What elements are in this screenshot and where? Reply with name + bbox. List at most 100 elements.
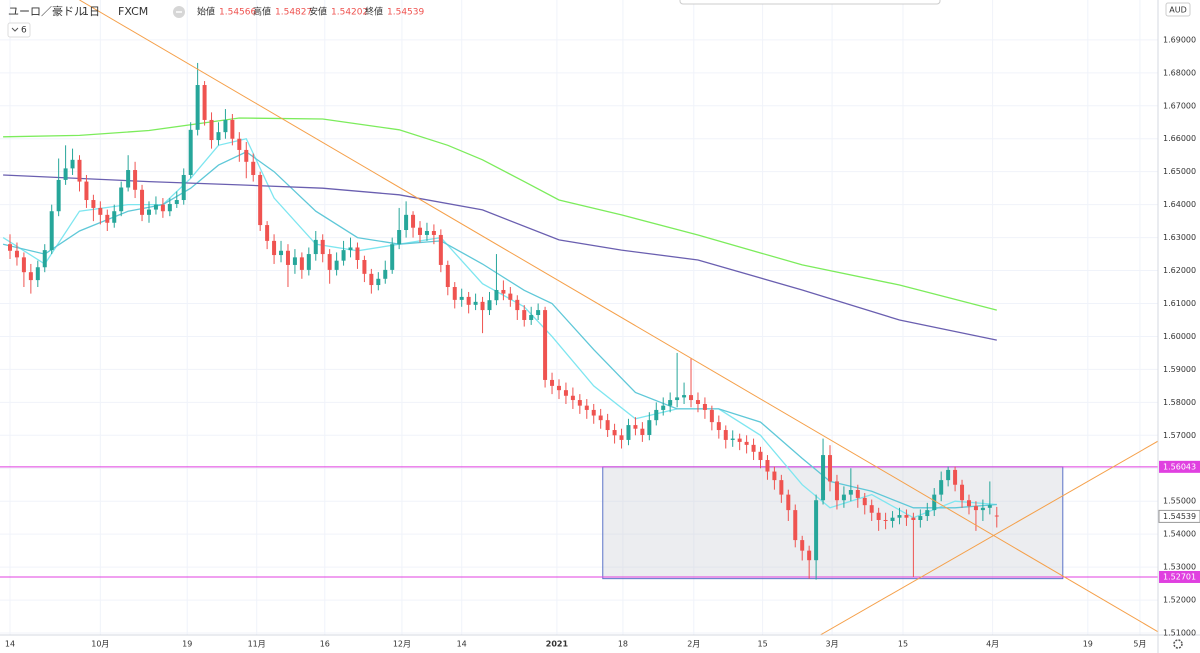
- ohlc-label: 始値: [197, 6, 215, 18]
- candle-body: [689, 395, 694, 401]
- candle-body: [619, 435, 624, 440]
- candle-body: [876, 512, 881, 520]
- candle-body: [737, 438, 742, 442]
- candles: [8, 62, 999, 580]
- candle-body: [925, 510, 930, 517]
- candle-body: [494, 289, 499, 301]
- candle-body: [501, 289, 506, 294]
- candle-body: [418, 227, 423, 235]
- candle-body: [411, 214, 416, 228]
- ohlc-value: 1.54202: [331, 8, 368, 18]
- x-tick-label: 15: [758, 640, 768, 649]
- moving-average: [2, 151, 997, 509]
- last-price-label: 1.54539: [1163, 512, 1196, 521]
- candle-body: [70, 159, 75, 169]
- candle-body: [862, 497, 867, 506]
- candle-body: [550, 379, 555, 386]
- candle-body: [904, 515, 909, 518]
- candle-body: [77, 159, 82, 182]
- chevron-icon: [11, 27, 19, 32]
- candle-body: [890, 517, 895, 521]
- candle-body: [320, 239, 325, 255]
- candle-body: [8, 244, 13, 251]
- candle-body: [56, 179, 61, 212]
- candle-body: [105, 214, 110, 223]
- candle-body: [821, 455, 826, 501]
- indicator-toggle[interactable]: [7, 22, 31, 38]
- y-tick-label: 1.61000: [1163, 299, 1196, 308]
- indicator-count: 6: [21, 26, 27, 36]
- candle-body: [695, 400, 700, 405]
- ohlc-value: 1.54827: [275, 8, 312, 18]
- candle-body: [751, 444, 756, 452]
- candle-body: [800, 540, 805, 551]
- candle-body: [994, 515, 999, 517]
- y-tick-label: 1.64000: [1163, 200, 1196, 209]
- candle-body: [126, 170, 131, 188]
- candle-body: [841, 494, 846, 501]
- candle-body: [508, 293, 513, 300]
- candle-body: [424, 230, 429, 235]
- candle-body: [383, 269, 388, 279]
- ohlc-label: 安値: [309, 6, 327, 18]
- candle-body: [459, 296, 464, 300]
- price-label-box: [1159, 570, 1200, 583]
- settings-icon[interactable]: [1173, 639, 1183, 649]
- y-tick-label: 1.52000: [1163, 596, 1196, 605]
- candle-body: [355, 247, 360, 260]
- axes: 1.51000 1.52000 1.53000 1.54000 1.55000 1.560…: [5, 35, 1200, 649]
- y-tick-label: 1.54000: [1163, 530, 1196, 539]
- source: FXCM: [118, 5, 148, 18]
- y-tick-label: 1.62000: [1163, 266, 1196, 275]
- candle-body: [334, 260, 339, 270]
- candle-body: [438, 234, 443, 265]
- candle-body: [404, 214, 409, 231]
- candle-body: [369, 273, 374, 286]
- x-tick-label: 14: [5, 640, 15, 649]
- x-tick-label: 10月: [91, 640, 109, 649]
- moving-average: [2, 137, 997, 519]
- candle-body: [543, 310, 548, 380]
- candle-body: [216, 132, 221, 141]
- x-tick-label: 18: [618, 640, 628, 649]
- candle-body: [946, 469, 951, 481]
- candle-body: [35, 267, 40, 281]
- candle-body: [744, 441, 749, 445]
- candle-body: [702, 404, 707, 410]
- y-tick-label: 1.59000: [1163, 365, 1196, 374]
- x-tick-label: 2月: [687, 640, 700, 649]
- candle-body: [570, 395, 575, 401]
- candle-body: [883, 519, 888, 521]
- candle-body: [153, 204, 158, 210]
- drawings: [0, 117, 1158, 580]
- candle-body: [445, 264, 450, 288]
- ohlc-label: 高値: [253, 6, 271, 18]
- candle-body: [230, 119, 235, 139]
- candle-body: [529, 315, 534, 320]
- candle-body: [855, 490, 860, 498]
- candle-body: [987, 505, 992, 508]
- currency-box[interactable]: [1165, 2, 1191, 17]
- x-tick-label: 4月: [986, 640, 999, 649]
- candle-body: [306, 254, 311, 270]
- candle-body: [195, 85, 200, 130]
- candle-body: [779, 480, 784, 495]
- candle-body: [91, 200, 96, 208]
- candle-body: [966, 500, 971, 507]
- candle-body: [834, 481, 839, 501]
- candle-body: [647, 420, 652, 435]
- candle-body: [772, 471, 777, 481]
- candle-body: [63, 168, 68, 180]
- candle-body: [793, 510, 798, 541]
- candle-body: [223, 119, 228, 133]
- candle-body: [675, 397, 680, 401]
- x-tick-label: 11月: [248, 640, 266, 649]
- candle-body: [181, 174, 186, 201]
- candle-body: [605, 420, 610, 431]
- candle-body: [112, 211, 117, 223]
- candle-body: [960, 484, 965, 501]
- price-label-box: [1159, 460, 1200, 473]
- candle-body: [765, 460, 770, 472]
- x-tick-label: 19: [182, 640, 192, 649]
- interval: 1日: [82, 5, 100, 18]
